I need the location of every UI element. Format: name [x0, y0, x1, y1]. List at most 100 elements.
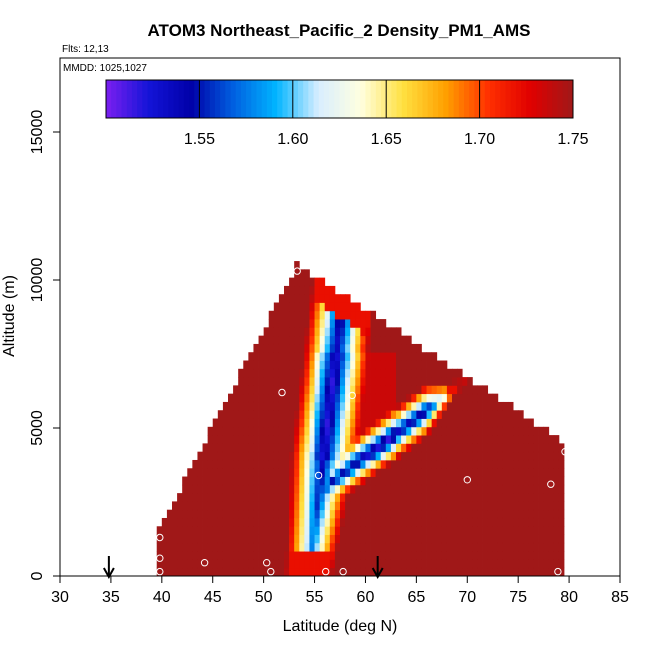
heatmap-cell [406, 410, 412, 419]
heatmap-cell [314, 277, 321, 287]
heatmap-cell [207, 451, 214, 461]
heatmap-cell [299, 559, 305, 569]
heatmap-cell [268, 377, 275, 386]
heatmap-cell [314, 559, 321, 569]
heatmap-cell [401, 534, 407, 544]
heatmap-cell [345, 410, 351, 419]
heatmap-cell [268, 352, 275, 361]
heatmap-cell [416, 484, 422, 494]
heatmap-cell [248, 401, 254, 411]
heatmap-cell [406, 435, 412, 444]
heatmap-cell [370, 401, 377, 411]
colorbar-swatch [189, 80, 195, 118]
heatmap-cell [416, 377, 422, 386]
heatmap-cell [309, 319, 315, 328]
colorbar-tick-label: 1.55 [184, 131, 215, 148]
colorbar-swatch [453, 80, 460, 118]
heatmap-cell [370, 468, 377, 477]
heatmap-cell [273, 401, 280, 411]
heatmap-cell [523, 426, 529, 436]
heatmap-cell [446, 451, 453, 461]
heatmap-cell [513, 501, 519, 511]
colorbar-swatch [417, 80, 424, 118]
heatmap-cell [299, 368, 305, 378]
heatmap-cell [390, 368, 397, 378]
heatmap-cell [421, 393, 427, 403]
heatmap-cell [278, 484, 285, 494]
heatmap-cell [284, 501, 290, 511]
heatmap-cell [431, 468, 438, 477]
x-tick-label: 85 [611, 589, 629, 606]
heatmap-cell [294, 368, 300, 378]
heatmap-cell [289, 410, 295, 419]
heatmap-cell [340, 418, 346, 428]
heatmap-cell [553, 509, 560, 519]
heatmap-cell [538, 476, 545, 486]
heatmap-cell [268, 418, 275, 428]
heatmap-cell [202, 484, 209, 494]
heatmap-cell [273, 451, 280, 461]
heatmap-cell [513, 418, 519, 428]
colorbar-swatch [360, 80, 366, 118]
heatmap-cell [365, 319, 371, 328]
heatmap-cell [513, 551, 519, 560]
heatmap-cell [212, 443, 219, 453]
heatmap-cell [375, 459, 382, 469]
heatmap-cell [441, 542, 448, 552]
heatmap-cell [253, 401, 259, 411]
heatmap-cell [436, 551, 443, 560]
heatmap-cell [462, 509, 468, 519]
heatmap-cell [385, 534, 392, 544]
heatmap-cell [334, 393, 341, 403]
heatmap-cell [345, 509, 351, 519]
heatmap-cell [212, 435, 219, 444]
heatmap-cell [431, 443, 438, 453]
heatmap-cell [508, 426, 514, 436]
heatmap-cell [217, 509, 224, 519]
heatmap-cell [314, 435, 321, 444]
heatmap-cell [513, 410, 519, 419]
heatmap-cell [406, 484, 412, 494]
heatmap-cell [273, 526, 280, 535]
heatmap-cell [411, 360, 417, 370]
heatmap-cell [482, 410, 489, 419]
heatmap-cell [411, 493, 417, 502]
heatmap-cell [304, 517, 310, 527]
heatmap-cell [284, 352, 290, 361]
heatmap-cell [421, 493, 427, 502]
heatmap-cell [314, 294, 321, 303]
heatmap-cell [350, 443, 356, 453]
heatmap-cell [508, 551, 514, 560]
heatmap-cell [278, 368, 285, 378]
heatmap-cell [370, 435, 377, 444]
heatmap-cell [462, 534, 468, 544]
heatmap-cell [334, 319, 341, 328]
heatmap-cell [278, 377, 285, 386]
heatmap-cell [166, 567, 173, 576]
heatmap-cell [421, 484, 427, 494]
heatmap-cell [543, 542, 550, 552]
heatmap-cell [309, 451, 315, 461]
heatmap-cell [457, 551, 463, 560]
heatmap-cell [416, 451, 422, 461]
heatmap-cell [294, 401, 300, 411]
heatmap-cell [375, 360, 382, 370]
heatmap-cell [273, 385, 280, 395]
heatmap-cell [452, 385, 458, 395]
heatmap-cell [345, 435, 351, 444]
heatmap-cell [446, 410, 453, 419]
heatmap-cell [487, 393, 494, 403]
heatmap-cell [390, 435, 397, 444]
heatmap-cell [477, 493, 483, 502]
colorbar-swatch [131, 80, 138, 118]
heatmap-cell [217, 418, 224, 428]
heatmap-cell [421, 534, 427, 544]
heatmap-cell [401, 559, 407, 569]
heatmap-cell [284, 551, 290, 560]
heatmap-cell [467, 401, 473, 411]
heatmap-cell [238, 493, 244, 502]
heatmap-cell [380, 377, 387, 386]
heatmap-cell [172, 551, 178, 560]
x-tick-label: 80 [560, 589, 578, 606]
heatmap-cell [233, 410, 239, 419]
